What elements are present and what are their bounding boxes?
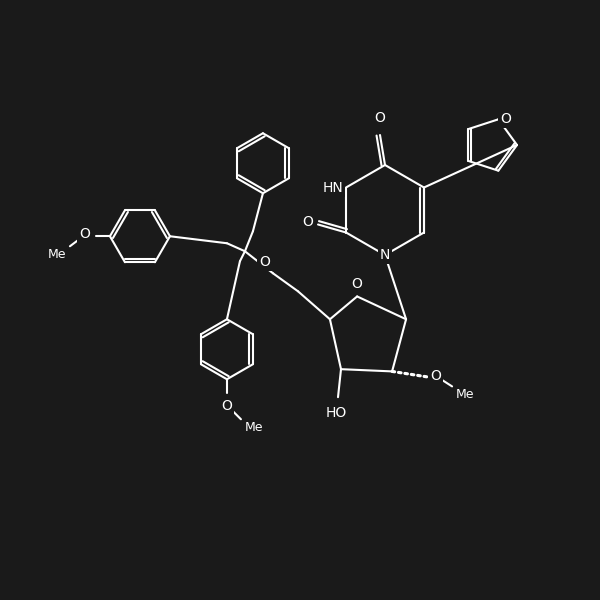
Text: O: O — [302, 214, 313, 229]
Text: O: O — [500, 112, 511, 127]
Text: N: N — [380, 248, 390, 262]
Text: HO: HO — [325, 406, 347, 420]
Text: O: O — [259, 255, 270, 269]
Text: O: O — [221, 399, 232, 413]
Text: O: O — [374, 111, 385, 125]
Text: O: O — [352, 277, 362, 292]
Text: Me: Me — [456, 388, 475, 401]
Text: O: O — [430, 370, 441, 383]
Text: O: O — [79, 227, 90, 241]
Text: HN: HN — [322, 181, 343, 194]
Text: Me: Me — [47, 248, 66, 261]
Text: Me: Me — [245, 421, 263, 434]
